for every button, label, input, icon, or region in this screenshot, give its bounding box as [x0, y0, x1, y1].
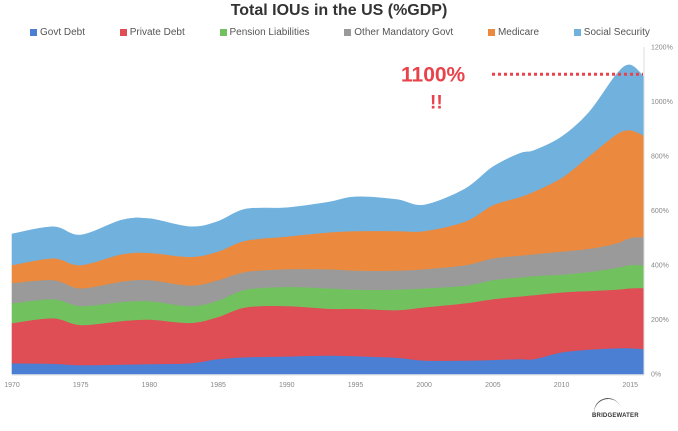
x-tick-label: 1975: [73, 382, 89, 389]
x-tick-label: 1995: [348, 382, 364, 389]
legend-item-govt-debt: Govt Debt: [30, 27, 85, 38]
legend-item-social-security: Social Security: [573, 27, 650, 38]
y-tick-label: 0%: [651, 372, 661, 379]
legend-swatch-medicare: [487, 29, 495, 36]
x-tick-label: 1970: [4, 382, 20, 389]
x-tick-label: 1985: [210, 382, 226, 389]
x-tick-label: 2000: [416, 382, 432, 389]
annotation-label: 1100%: [401, 63, 466, 86]
bridgewater-logo: BRIDGEWATER: [592, 413, 639, 419]
legend-label: Pension Liabilities: [229, 27, 310, 38]
legend-swatch-private-debt: [119, 29, 127, 36]
x-tick-label: 2015: [622, 382, 638, 389]
chart-title: Total IOUs in the US (%GDP): [230, 2, 448, 19]
y-axis: 0% 200% 400% 600% 800% 1000% 1200%: [651, 45, 673, 379]
legend-label: Medicare: [497, 27, 540, 38]
legend-label: Private Debt: [129, 27, 185, 38]
legend-label: Social Security: [583, 27, 650, 38]
annotation-exclamation: !!: [430, 92, 443, 113]
x-tick-label: 2005: [485, 382, 501, 389]
annotation-group: 1100%!!: [401, 63, 643, 113]
y-tick-label: 1000%: [651, 99, 673, 106]
x-tick-label: 1990: [279, 382, 295, 389]
legend-label: Govt Debt: [40, 27, 86, 38]
y-tick-label: 600%: [651, 208, 669, 215]
x-tick-label: 1980: [142, 382, 158, 389]
x-axis: 1970 1975 1980 1985 1990 1995 2000 2005 2010 2015: [4, 382, 638, 389]
y-tick-label: 400%: [651, 263, 669, 270]
series-areas: [11, 64, 645, 375]
legend-item-other-mandatory: Other Mandatory Govt: [344, 27, 453, 38]
y-tick-label: 1200%: [651, 45, 673, 52]
x-tick-label: 2010: [554, 382, 570, 389]
legend-item-private-debt: Private Debt: [119, 27, 185, 38]
legend-swatch-pension: [219, 29, 227, 36]
y-tick-label: 800%: [651, 154, 669, 161]
y-tick-label: 200%: [651, 317, 669, 324]
legend-swatch-other: [344, 29, 352, 36]
legend-swatch-govt-debt: [30, 29, 37, 36]
legend-item-medicare: Medicare: [487, 27, 540, 38]
legend-swatch-social-security: [573, 29, 581, 36]
legend-label: Other Mandatory Govt: [354, 27, 454, 38]
legend-item-pension-liabilities: Pension Liabilities: [219, 27, 310, 38]
legend: Govt Debt Private Debt Pension Liabiliti…: [30, 27, 650, 38]
